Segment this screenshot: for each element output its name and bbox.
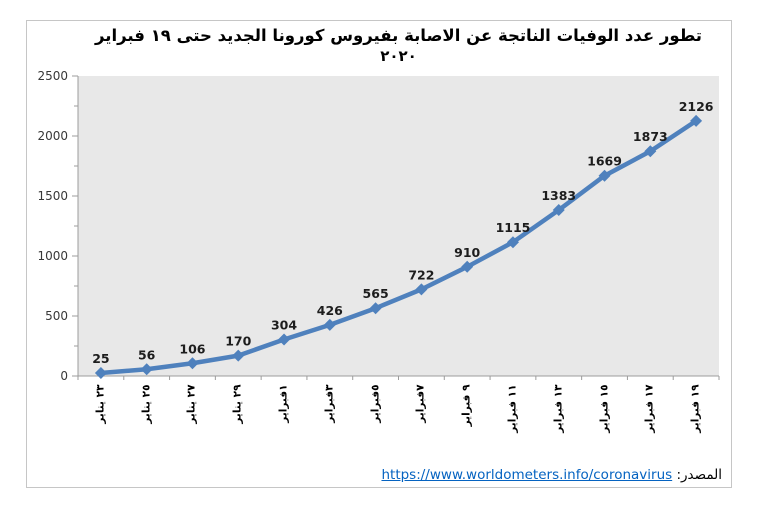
data-point-marker xyxy=(506,236,519,249)
x-axis-label: ١٥ فبراير xyxy=(598,384,611,433)
x-axis-label: ١١ فبراير xyxy=(506,384,519,433)
data-label: 565 xyxy=(363,286,389,301)
y-axis-label: 2000 xyxy=(37,129,68,143)
data-point-marker xyxy=(94,367,107,379)
data-point-marker xyxy=(186,357,199,370)
data-label: 2126 xyxy=(679,99,714,114)
data-point-marker xyxy=(140,363,153,376)
x-axis-label: ٥فبراير xyxy=(369,384,382,423)
y-axis-label: 0 xyxy=(60,369,68,383)
data-label: 56 xyxy=(138,347,156,362)
source-link[interactable]: https://www.worldometers.info/coronaviru… xyxy=(381,467,673,483)
chart-frame: تطور عدد الوفيات الناتجة عن الاصابة بفير… xyxy=(26,20,732,488)
x-axis-label: ١٩ فبراير xyxy=(689,384,702,433)
x-axis-label: ١٧ فبراير xyxy=(643,384,656,433)
y-axis-label: 1500 xyxy=(37,189,68,203)
data-point-marker xyxy=(278,333,291,346)
x-axis-label: ٢٣ يناير xyxy=(94,384,107,424)
data-label: 25 xyxy=(92,351,109,366)
data-point-marker xyxy=(461,260,474,273)
data-point-marker xyxy=(369,302,382,315)
data-label: 1383 xyxy=(541,188,576,203)
data-label: 1115 xyxy=(496,220,531,235)
y-axis-label: 500 xyxy=(45,309,68,323)
data-label: 1669 xyxy=(587,154,622,169)
data-label: 304 xyxy=(271,318,297,333)
data-point-marker xyxy=(232,349,245,362)
chart-title-year: ٢٠٢٠ xyxy=(380,47,417,65)
data-label: 1873 xyxy=(633,129,668,144)
y-axis-label: 2500 xyxy=(37,69,68,83)
data-label: 106 xyxy=(179,341,205,356)
data-point-marker xyxy=(415,283,428,296)
chart-title: تطور عدد الوفيات الناتجة عن الاصابة بفير… xyxy=(95,26,702,45)
data-label: 170 xyxy=(225,334,251,349)
plot-area xyxy=(78,76,719,376)
x-axis-label: ٣فبراير xyxy=(323,384,336,423)
x-axis-label: ٢٩ يناير xyxy=(231,384,244,424)
data-point-marker xyxy=(323,318,336,331)
data-point-marker xyxy=(644,145,657,158)
data-point-marker xyxy=(598,169,611,182)
x-axis-label: ٢٧ يناير xyxy=(185,384,198,424)
source-label: المصدر: xyxy=(676,467,722,483)
data-point-marker xyxy=(552,204,565,217)
source-caption: المصدر: https://www.worldometers.info/co… xyxy=(381,467,722,483)
data-point-marker xyxy=(690,114,703,127)
series-line xyxy=(98,118,699,376)
data-label: 722 xyxy=(408,267,434,282)
data-label: 910 xyxy=(454,245,480,260)
x-axis-label: ٩ فبراير xyxy=(460,384,473,426)
x-axis-label: ١فبراير xyxy=(277,384,290,423)
x-axis-label: ١٣ فبراير xyxy=(552,384,565,433)
x-axis-label: ٧فبراير xyxy=(414,384,427,423)
y-axis-label: 1000 xyxy=(37,249,68,263)
data-label: 426 xyxy=(317,303,343,318)
x-axis-label: ٢٥ يناير xyxy=(140,384,153,424)
line-chart-canvas: 0 500 1000 1500 2000 2500 25 56 106 170 304 426 565 7… xyxy=(37,69,720,383)
